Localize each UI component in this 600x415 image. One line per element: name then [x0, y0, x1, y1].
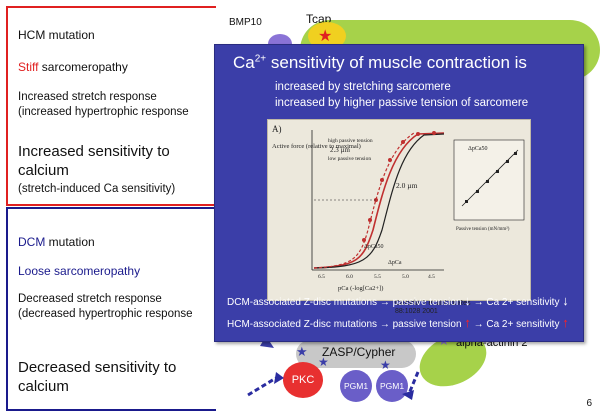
hcm-mutation-statement: HCM-associated Z-disc mutations → passiv… [227, 315, 569, 330]
x-tick-2: 5.5 [374, 274, 381, 280]
y-axis-label: Active force (relative to maximal) [272, 143, 361, 150]
hcm-panel [6, 6, 216, 206]
pgm1-star-icon: ★ [380, 358, 391, 372]
title-sup: 2+ [254, 53, 267, 65]
bmp10-label: BMP10 [229, 17, 262, 28]
pgm1-label-right: PGM1 [379, 381, 405, 391]
up-arrow-icon: ↑ [464, 315, 471, 330]
overlay-title: Ca2+ sensitivity of muscle contraction i… [233, 53, 527, 73]
down-arrow-icon: ↓ [464, 293, 471, 308]
calcium-sensitivity-overlay: Ca2+ sensitivity of muscle contraction i… [214, 44, 584, 342]
sl-2-0-label: 2.0 µm [396, 181, 418, 190]
decreased-stretch-line1: Decreased stretch response [18, 293, 162, 305]
pkc-star-icon: ★ [318, 355, 329, 369]
increased-stretch-line2: (increased hypertrophic response [18, 106, 189, 118]
dcm-word: DCM [18, 235, 46, 249]
down-arrow-icon: ↓ [562, 293, 569, 308]
decreased-sensitivity-heading: Decreased sensitivity to calcium [18, 358, 176, 396]
pgm1-label-left: PGM1 [343, 381, 369, 391]
pgm1-shape-right: PGM1 [376, 370, 408, 402]
decreased-sensitivity-line2: calcium [18, 378, 69, 395]
x-tick-1: 6.0 [346, 274, 353, 280]
legend-low: low passive tension [328, 156, 371, 162]
sl-2-3-label: 2.3 µm [330, 146, 351, 154]
pgm1-shape-left: PGM1 [340, 370, 372, 402]
up-arrow-icon: ↑ [562, 315, 569, 330]
dcm-statement-text2: → Ca 2+ sensitivity [473, 297, 560, 308]
inset-y-label: ΔpCa50 [468, 146, 488, 152]
citation-line2: 88:1028 2001 [395, 308, 438, 315]
citation-line1: Cazorla O et al Circ Res [395, 300, 471, 307]
delta-pca50-label: ΔpCa50 [364, 244, 384, 250]
hcm-mutation-label: HCM mutation [18, 28, 95, 42]
pkc-shape: PKC [283, 362, 323, 398]
x-axis-label: pCa (-log[Ca2+]) [338, 285, 383, 292]
dcm-statement-text1: DCM-associated Z-disc mutations → passiv… [227, 297, 462, 308]
legend-high: high passive tension [328, 138, 373, 144]
page-number: 6 [586, 398, 592, 409]
decreased-sensitivity-line1: Decreased sensitivity to [18, 359, 177, 376]
citation: Cazorla O et al Circ Res 88:1028 2001 [395, 300, 470, 316]
dcm-panel [6, 207, 216, 411]
pkc-label: PKC [291, 374, 315, 386]
delta-pca-label: ΔpCa [388, 260, 402, 266]
panel-label: A) [272, 124, 282, 134]
decreased-stretch-line2: (decreased hypertrophic response [18, 308, 193, 320]
title-ca: Ca [233, 53, 255, 72]
mutation-star-icon: ★ [318, 28, 333, 45]
inset-x-label: Passive tension (mN/mm²) [456, 226, 510, 232]
dcm-mutation-label: DCM mutation [18, 235, 95, 249]
dcm-rest: mutation [45, 235, 95, 249]
increased-stretch-line1: Increased stretch response [18, 91, 157, 103]
hcm-statement-text2: → Ca 2+ sensitivity [473, 319, 560, 330]
stretch-induced-note: (stretch-induced Ca sensitivity) [18, 183, 176, 195]
increased-stretch-response: Increased stretch response (increased hy… [18, 90, 189, 120]
increased-sensitivity-line1: Increased sensitivity to [18, 143, 170, 160]
overlay-subtitle-2: increased by higher passive tension of s… [275, 97, 529, 109]
zasp-cypher-label: ZASP/Cypher [322, 345, 396, 359]
title-rest: sensitivity of muscle contraction is [266, 53, 527, 72]
zasp-star-icon: ★ [296, 344, 308, 359]
stiff-word: Stiff [18, 60, 39, 74]
hcm-statement-text1: HCM-associated Z-disc mutations → passiv… [227, 319, 462, 330]
increased-sensitivity-heading: Increased sensitivity to calcium [18, 142, 170, 180]
force-pca-plot: A) Active force (relative to maximal) hi… [272, 124, 525, 292]
x-tick-3: 5.0 [402, 274, 409, 280]
inset-plot: ΔpCa50 Passive tension (mN/mm²) [453, 139, 525, 232]
force-pca-figure: A) Active force (relative to maximal) hi… [267, 119, 531, 301]
increased-sensitivity-line2: calcium [18, 162, 69, 179]
zasp-cypher-shape [296, 340, 416, 368]
stiff-rest: sarcomeropathy [38, 60, 128, 74]
loose-sarcomeropathy-label: Loose sarcomeropathy [18, 264, 141, 278]
overlay-subtitle-1: increased by stretching sarcomere [275, 81, 451, 93]
dcm-mutation-statement: DCM-associated Z-disc mutations → passiv… [227, 293, 569, 308]
x-tick-0: 6.5 [318, 274, 325, 280]
data-points [362, 131, 436, 242]
stiff-sarcomeropathy-label: Stiff sarcomeropathy [18, 60, 128, 74]
decreased-stretch-response: Decreased stretch response (decreased hy… [18, 292, 193, 322]
x-tick-4: 4.5 [428, 274, 435, 280]
